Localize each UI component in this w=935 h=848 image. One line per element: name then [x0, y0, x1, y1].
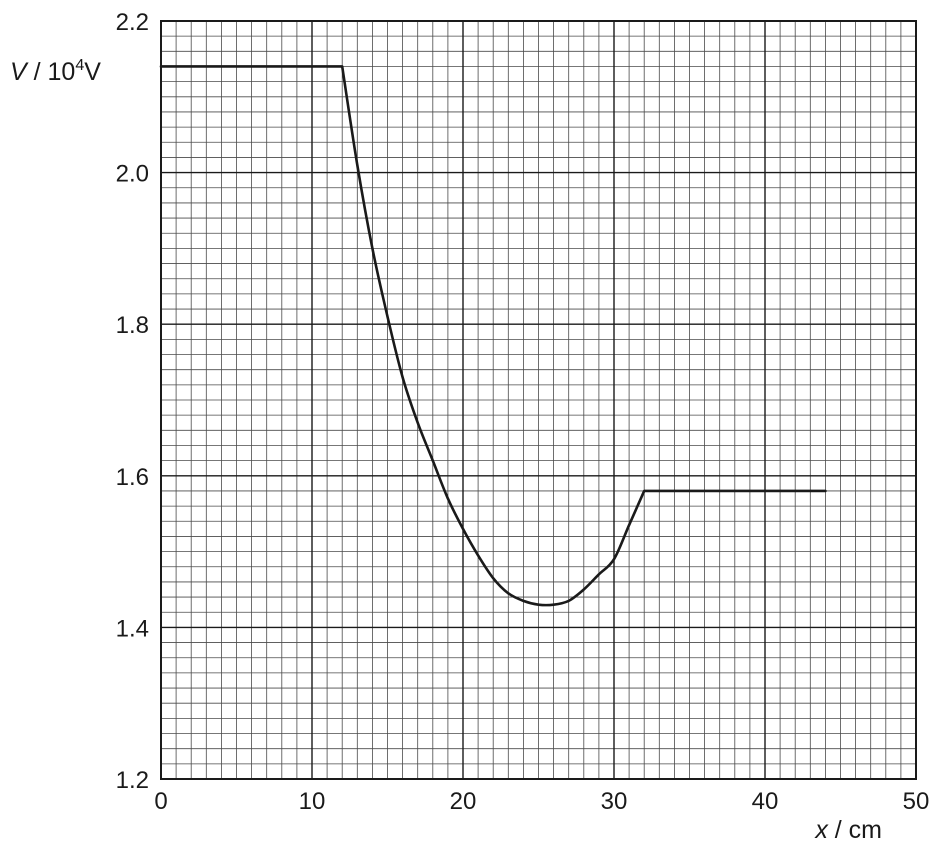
- y-tick-label: 1.6: [116, 464, 149, 491]
- y-axis-label-variable: V: [10, 58, 29, 86]
- x-tick-labels: 0 10 20 30 40 50: [154, 788, 929, 815]
- x-tick-label: 10: [299, 788, 326, 815]
- x-axis-label-separator: /: [828, 816, 849, 844]
- x-tick-label: 40: [752, 788, 779, 815]
- y-axis-label: V / 104V: [10, 57, 101, 86]
- y-tick-labels: 1.2 1.4 1.6 1.8 2.0 2.2: [116, 9, 149, 794]
- x-axis-label: x / cm: [814, 816, 882, 844]
- minor-grid: [161, 21, 916, 779]
- y-axis-label-unit: V: [84, 58, 101, 86]
- x-tick-label: 20: [450, 788, 477, 815]
- y-tick-label: 2.2: [116, 9, 149, 36]
- y-tick-label: 1.2: [116, 767, 149, 794]
- x-axis-label-variable: x: [814, 816, 829, 844]
- x-tick-label: 30: [601, 788, 628, 815]
- x-tick-label: 0: [154, 788, 167, 815]
- y-tick-label: 1.8: [116, 312, 149, 339]
- y-axis-label-base: 10: [48, 58, 76, 86]
- y-axis-label-exponent: 4: [75, 57, 84, 74]
- x-axis-label-unit: cm: [849, 816, 882, 844]
- plot-frame: [160, 20, 917, 780]
- y-tick-label: 1.4: [116, 615, 149, 642]
- y-axis-label-separator: /: [27, 58, 48, 86]
- x-tick-label: 50: [903, 788, 930, 815]
- series-line-v-vs-x: [159, 65, 827, 607]
- y-tick-label: 2.0: [116, 161, 149, 188]
